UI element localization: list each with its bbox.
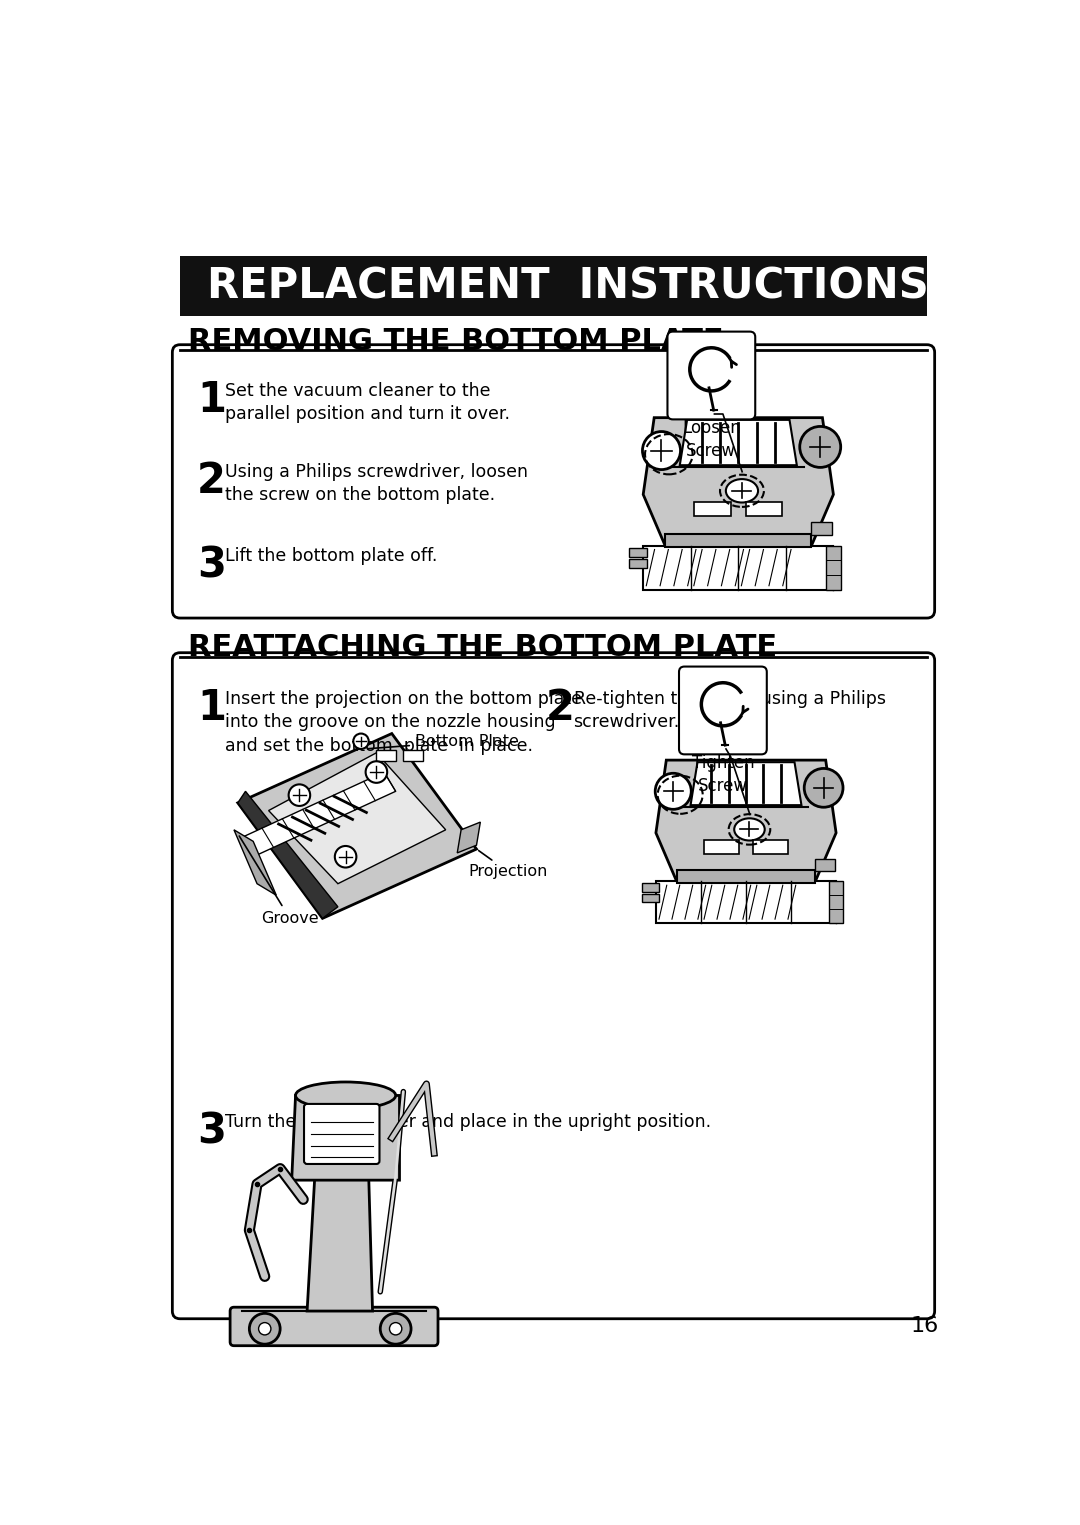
Bar — [745, 502, 782, 517]
Text: 1: 1 — [197, 380, 226, 421]
FancyBboxPatch shape — [667, 331, 755, 419]
Polygon shape — [644, 418, 834, 546]
Bar — [811, 522, 832, 535]
Ellipse shape — [726, 479, 758, 503]
Text: Turn the vacuum over and place in the upright position.: Turn the vacuum over and place in the up… — [225, 1113, 711, 1132]
Circle shape — [366, 761, 387, 782]
Circle shape — [643, 432, 680, 470]
Text: Insert the projection on the bottom plate
into the groove on the nozzle housing
: Insert the projection on the bottom plat… — [225, 689, 582, 755]
Bar — [753, 840, 787, 854]
Text: 3: 3 — [197, 544, 226, 587]
Circle shape — [249, 1313, 280, 1344]
Circle shape — [390, 1322, 402, 1334]
Text: 1: 1 — [197, 688, 226, 729]
Circle shape — [380, 1313, 411, 1344]
Text: Using a Philips screwdriver, loosen
the screw on the bottom plate.: Using a Philips screwdriver, loosen the … — [225, 462, 528, 505]
Bar — [665, 534, 811, 547]
Polygon shape — [656, 759, 836, 881]
Text: Bottom Plate: Bottom Plate — [367, 734, 518, 749]
Ellipse shape — [734, 819, 765, 840]
Text: Re-tighten the screw using a Philips
screwdriver.: Re-tighten the screw using a Philips scr… — [573, 689, 886, 732]
Polygon shape — [679, 419, 797, 465]
Polygon shape — [242, 772, 395, 857]
Bar — [677, 871, 815, 883]
Polygon shape — [307, 1176, 373, 1312]
Polygon shape — [238, 734, 476, 918]
Polygon shape — [690, 762, 801, 805]
FancyBboxPatch shape — [173, 653, 934, 1319]
Bar — [826, 546, 840, 590]
Bar — [644, 546, 834, 590]
Polygon shape — [269, 753, 446, 883]
Bar — [377, 750, 395, 761]
Text: REMOVING THE BOTTOM PLATE: REMOVING THE BOTTOM PLATE — [188, 326, 724, 355]
Text: Tighten
Screw: Tighten Screw — [691, 755, 754, 795]
Circle shape — [258, 1322, 271, 1334]
Circle shape — [288, 784, 310, 805]
Circle shape — [335, 846, 356, 868]
Bar — [180, 256, 927, 316]
Polygon shape — [292, 1095, 400, 1180]
Circle shape — [353, 734, 368, 749]
Bar — [829, 881, 843, 923]
Text: Set the vacuum cleaner to the
parallel position and turn it over.: Set the vacuum cleaner to the parallel p… — [225, 381, 510, 424]
Circle shape — [805, 769, 843, 807]
Text: REATTACHING THE BOTTOM PLATE: REATTACHING THE BOTTOM PLATE — [188, 633, 777, 662]
Text: Projection: Projection — [469, 851, 549, 880]
Bar — [704, 840, 739, 854]
Bar — [629, 558, 647, 567]
Polygon shape — [234, 830, 276, 895]
Polygon shape — [238, 791, 338, 918]
Polygon shape — [457, 822, 481, 852]
Bar — [642, 883, 660, 892]
FancyBboxPatch shape — [679, 666, 767, 755]
Bar — [694, 502, 731, 517]
FancyBboxPatch shape — [305, 1104, 379, 1164]
Ellipse shape — [296, 1081, 395, 1109]
Text: 2: 2 — [545, 688, 575, 729]
Circle shape — [800, 427, 840, 467]
Bar — [642, 894, 660, 903]
FancyBboxPatch shape — [173, 345, 934, 618]
Text: 16: 16 — [910, 1316, 939, 1336]
Circle shape — [656, 773, 691, 810]
Text: Groove: Groove — [240, 836, 319, 926]
Text: REPLACEMENT  INSTRUCTIONS: REPLACEMENT INSTRUCTIONS — [207, 265, 929, 307]
Text: Lift the bottom plate off.: Lift the bottom plate off. — [225, 547, 437, 566]
Text: Loosen
Screw: Loosen Screw — [681, 419, 741, 459]
Bar — [403, 750, 422, 761]
Bar — [629, 547, 647, 557]
Bar — [656, 881, 836, 923]
FancyBboxPatch shape — [230, 1307, 438, 1345]
Text: 2: 2 — [197, 461, 226, 502]
Bar — [815, 859, 835, 871]
Text: 3: 3 — [197, 1110, 226, 1153]
